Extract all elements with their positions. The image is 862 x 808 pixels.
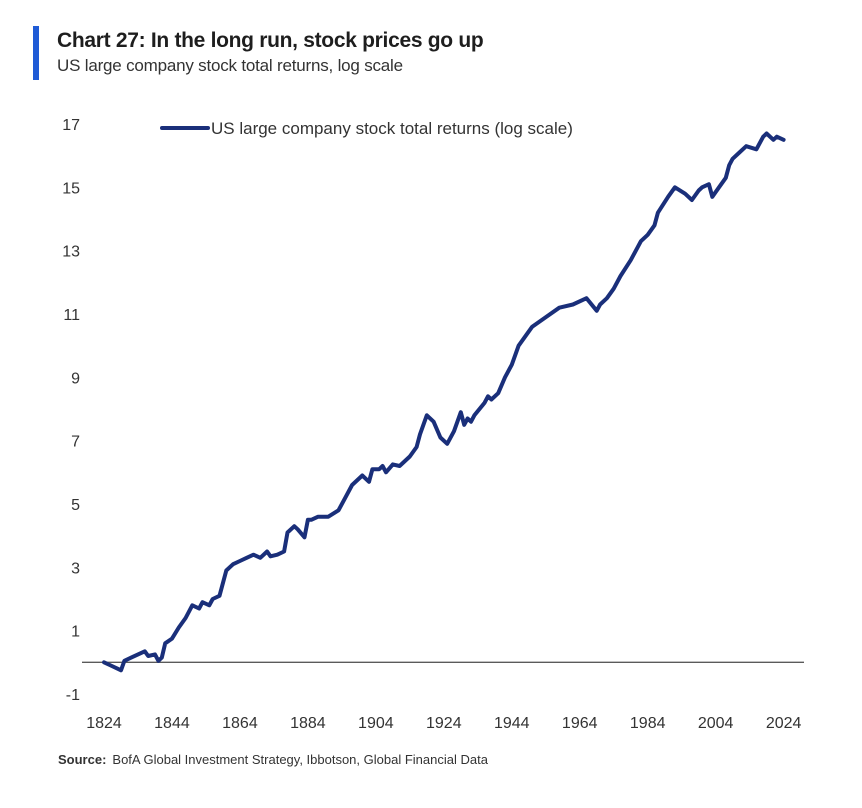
x-tick-label: 1884	[290, 715, 326, 732]
y-tick-label: -1	[66, 687, 80, 704]
x-tick-label: 1824	[86, 715, 122, 732]
y-tick-label: 9	[71, 370, 80, 387]
series-line-us-large-company-stock	[102, 131, 786, 673]
source-label: Source:	[58, 752, 107, 767]
x-tick-label: 2004	[698, 715, 734, 732]
source-text: BofA Global Investment Strategy, Ibbotso…	[112, 752, 488, 767]
y-tick-label: 15	[62, 180, 80, 197]
chart-subtitle: US large company stock total returns, lo…	[57, 56, 403, 75]
x-tick-label: 1924	[426, 715, 462, 732]
x-axis-tick-labels: 1824 1844 1864 1884 1904 1924 1944 1964 1984 2004…	[86, 715, 801, 732]
title-block: Chart 27: In the long run, stock prices …	[33, 26, 484, 80]
y-tick-label: 5	[71, 497, 80, 514]
x-tick-label: 1904	[358, 715, 394, 732]
source-note: Source: BofA Global Investment Strategy, …	[58, 752, 488, 767]
x-tick-label: 1964	[562, 715, 598, 732]
x-tick-label: 1944	[494, 715, 530, 732]
y-tick-label: 11	[63, 307, 80, 324]
y-tick-label: 7	[71, 434, 80, 451]
y-tick-label: 17	[62, 117, 80, 134]
y-tick-label: 3	[71, 560, 80, 577]
x-tick-label: 1864	[222, 715, 258, 732]
x-tick-label: 2024	[766, 715, 802, 732]
chart-title: Chart 27: In the long run, stock prices …	[57, 29, 484, 52]
y-tick-label: 1	[71, 624, 80, 641]
legend-label: US large company stock total returns (lo…	[211, 119, 573, 138]
x-tick-label: 1844	[154, 715, 190, 732]
y-tick-label: 13	[62, 244, 80, 261]
x-tick-label: 1984	[630, 715, 666, 732]
legend: US large company stock total returns (lo…	[160, 119, 573, 138]
